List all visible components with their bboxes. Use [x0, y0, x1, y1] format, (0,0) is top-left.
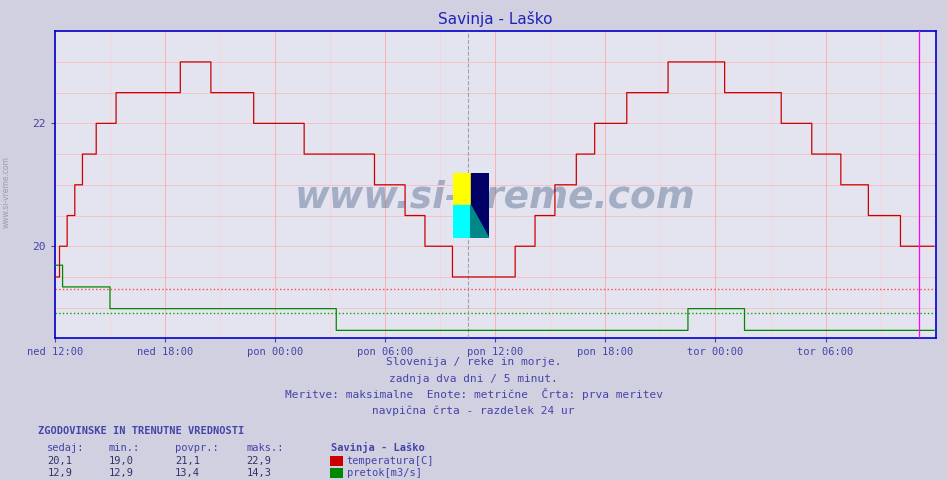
Bar [453, 205, 471, 238]
Title: Savinja - Laško: Savinja - Laško [438, 11, 552, 27]
Text: www.si-vreme.com: www.si-vreme.com [295, 179, 696, 215]
Text: 21,1: 21,1 [175, 456, 200, 466]
Text: min.:: min.: [109, 443, 140, 453]
Polygon shape [471, 205, 489, 238]
Text: 22,9: 22,9 [246, 456, 271, 466]
Text: www.si-vreme.com: www.si-vreme.com [1, 156, 10, 228]
Text: 12,9: 12,9 [47, 468, 72, 478]
Text: 19,0: 19,0 [109, 456, 134, 466]
Text: pretok[m3/s]: pretok[m3/s] [347, 468, 421, 478]
Text: ZGODOVINSKE IN TRENUTNE VREDNOSTI: ZGODOVINSKE IN TRENUTNE VREDNOSTI [38, 426, 244, 436]
Text: Savinja - Laško: Savinja - Laško [331, 442, 425, 453]
Text: sedaj:: sedaj: [47, 443, 85, 453]
Bar [471, 173, 489, 238]
Text: 14,3: 14,3 [246, 468, 271, 478]
Text: zadnja dva dni / 5 minut.: zadnja dva dni / 5 minut. [389, 373, 558, 384]
Text: povpr.:: povpr.: [175, 443, 219, 453]
Text: navpična črta - razdelek 24 ur: navpična črta - razdelek 24 ur [372, 405, 575, 416]
Text: Slovenija / reke in morje.: Slovenija / reke in morje. [385, 357, 562, 367]
Text: maks.:: maks.: [246, 443, 284, 453]
Text: 20,1: 20,1 [47, 456, 72, 466]
Text: Meritve: maksimalne  Enote: metrične  Črta: prva meritev: Meritve: maksimalne Enote: metrične Črta… [284, 388, 663, 400]
Bar [453, 173, 471, 205]
Text: temperatura[C]: temperatura[C] [347, 456, 434, 466]
Text: 12,9: 12,9 [109, 468, 134, 478]
Text: 13,4: 13,4 [175, 468, 200, 478]
